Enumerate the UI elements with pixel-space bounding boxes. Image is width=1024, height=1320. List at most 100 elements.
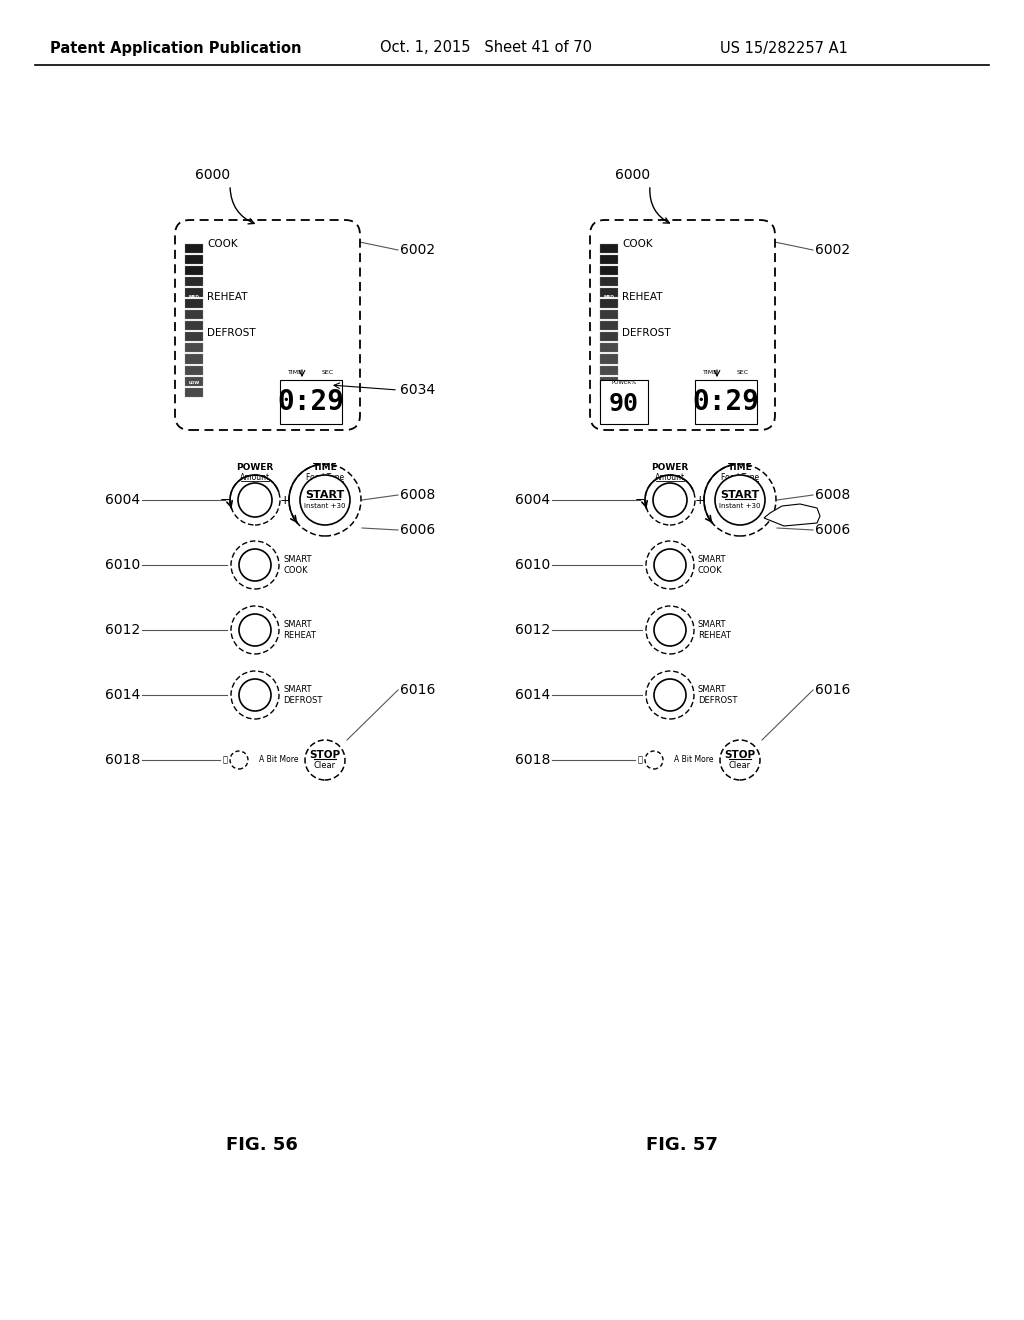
Text: STOP: STOP <box>724 750 756 760</box>
Bar <box>600 310 618 319</box>
Text: FIG. 57: FIG. 57 <box>646 1137 718 1154</box>
Circle shape <box>238 483 272 517</box>
Text: 6018: 6018 <box>515 752 550 767</box>
Text: 6000: 6000 <box>615 168 650 182</box>
Bar <box>185 244 203 253</box>
Text: SMART
REHEAT: SMART REHEAT <box>283 620 315 640</box>
Text: TIME: TIME <box>288 370 303 375</box>
Bar <box>600 380 648 424</box>
Text: SEC: SEC <box>322 370 334 375</box>
Bar <box>185 310 203 319</box>
Text: Oct. 1, 2015   Sheet 41 of 70: Oct. 1, 2015 Sheet 41 of 70 <box>380 41 592 55</box>
Text: 6014: 6014 <box>104 688 140 702</box>
Text: −: − <box>220 494 230 507</box>
Bar <box>600 265 618 275</box>
Circle shape <box>720 741 760 780</box>
Text: 6010: 6010 <box>104 558 140 572</box>
Text: COOK: COOK <box>622 239 652 249</box>
Bar <box>185 277 203 286</box>
Text: 6006: 6006 <box>400 523 435 537</box>
Text: +: + <box>694 494 706 507</box>
Bar <box>185 376 203 385</box>
Bar <box>185 355 203 363</box>
Text: HIGH: HIGH <box>187 234 201 238</box>
Text: 90: 90 <box>609 392 639 416</box>
Circle shape <box>654 549 686 581</box>
Text: HIGH: HIGH <box>603 234 615 238</box>
Text: TIME: TIME <box>703 370 718 375</box>
Text: 6004: 6004 <box>104 492 140 507</box>
Text: 6012: 6012 <box>515 623 550 638</box>
Text: SMART
DEFROST: SMART DEFROST <box>698 685 737 705</box>
Text: Instant +30: Instant +30 <box>719 503 761 510</box>
Text: 0:29: 0:29 <box>692 388 760 416</box>
FancyBboxPatch shape <box>175 220 360 430</box>
Text: SMART
COOK: SMART COOK <box>698 556 726 574</box>
Text: 6002: 6002 <box>400 243 435 257</box>
Bar <box>600 355 618 363</box>
Circle shape <box>645 751 663 770</box>
Text: Food Type: Food Type <box>306 474 344 483</box>
Text: −: − <box>635 494 645 507</box>
Circle shape <box>305 741 345 780</box>
Text: 6018: 6018 <box>104 752 140 767</box>
Text: FIG. 56: FIG. 56 <box>226 1137 298 1154</box>
Text: 6010: 6010 <box>515 558 550 572</box>
Text: LOW: LOW <box>603 381 614 385</box>
Text: 6004: 6004 <box>515 492 550 507</box>
Circle shape <box>654 678 686 711</box>
Bar <box>280 380 342 424</box>
Bar <box>600 321 618 330</box>
Text: DEFROST: DEFROST <box>207 327 256 338</box>
Bar <box>185 321 203 330</box>
Text: SEC: SEC <box>737 370 750 375</box>
Bar <box>600 288 618 297</box>
Circle shape <box>715 475 765 525</box>
Bar <box>185 288 203 297</box>
Bar <box>600 277 618 286</box>
Text: MED: MED <box>603 296 614 300</box>
Circle shape <box>654 614 686 645</box>
Text: SMART
REHEAT: SMART REHEAT <box>698 620 731 640</box>
Text: Patent Application Publication: Patent Application Publication <box>50 41 301 55</box>
Text: Clear: Clear <box>314 762 336 771</box>
Bar <box>185 300 203 308</box>
Text: 6014: 6014 <box>515 688 550 702</box>
Text: Food Type: Food Type <box>721 474 759 483</box>
Text: 6034: 6034 <box>400 383 435 397</box>
Text: POWER: POWER <box>237 463 273 473</box>
Bar <box>695 380 757 424</box>
Circle shape <box>300 475 350 525</box>
Text: Amount: Amount <box>655 474 685 483</box>
Circle shape <box>230 751 248 770</box>
Text: Amount: Amount <box>240 474 270 483</box>
Text: TIME: TIME <box>728 463 753 473</box>
Text: 6008: 6008 <box>400 488 435 502</box>
Text: US 15/282257 A1: US 15/282257 A1 <box>720 41 848 55</box>
Text: SMART
COOK: SMART COOK <box>283 556 311 574</box>
Polygon shape <box>764 504 820 525</box>
Text: REHEAT: REHEAT <box>622 292 663 302</box>
Text: 6012: 6012 <box>104 623 140 638</box>
Bar <box>600 388 618 397</box>
Text: 🔒: 🔒 <box>638 755 642 764</box>
Text: A Bit More: A Bit More <box>674 755 714 764</box>
Text: START: START <box>305 490 345 500</box>
Text: COOK: COOK <box>207 239 238 249</box>
Text: +: + <box>280 494 291 507</box>
Bar <box>185 333 203 342</box>
Text: TIME: TIME <box>312 463 337 473</box>
Text: 0:29: 0:29 <box>278 388 344 416</box>
Text: 6016: 6016 <box>400 682 435 697</box>
Circle shape <box>239 678 271 711</box>
Circle shape <box>239 614 271 645</box>
Text: STOP: STOP <box>309 750 341 760</box>
Bar <box>600 343 618 352</box>
Text: 6016: 6016 <box>815 682 850 697</box>
Bar <box>600 366 618 375</box>
Text: MED: MED <box>188 296 200 300</box>
FancyBboxPatch shape <box>590 220 775 430</box>
Bar <box>185 343 203 352</box>
Bar <box>600 300 618 308</box>
Bar <box>600 244 618 253</box>
